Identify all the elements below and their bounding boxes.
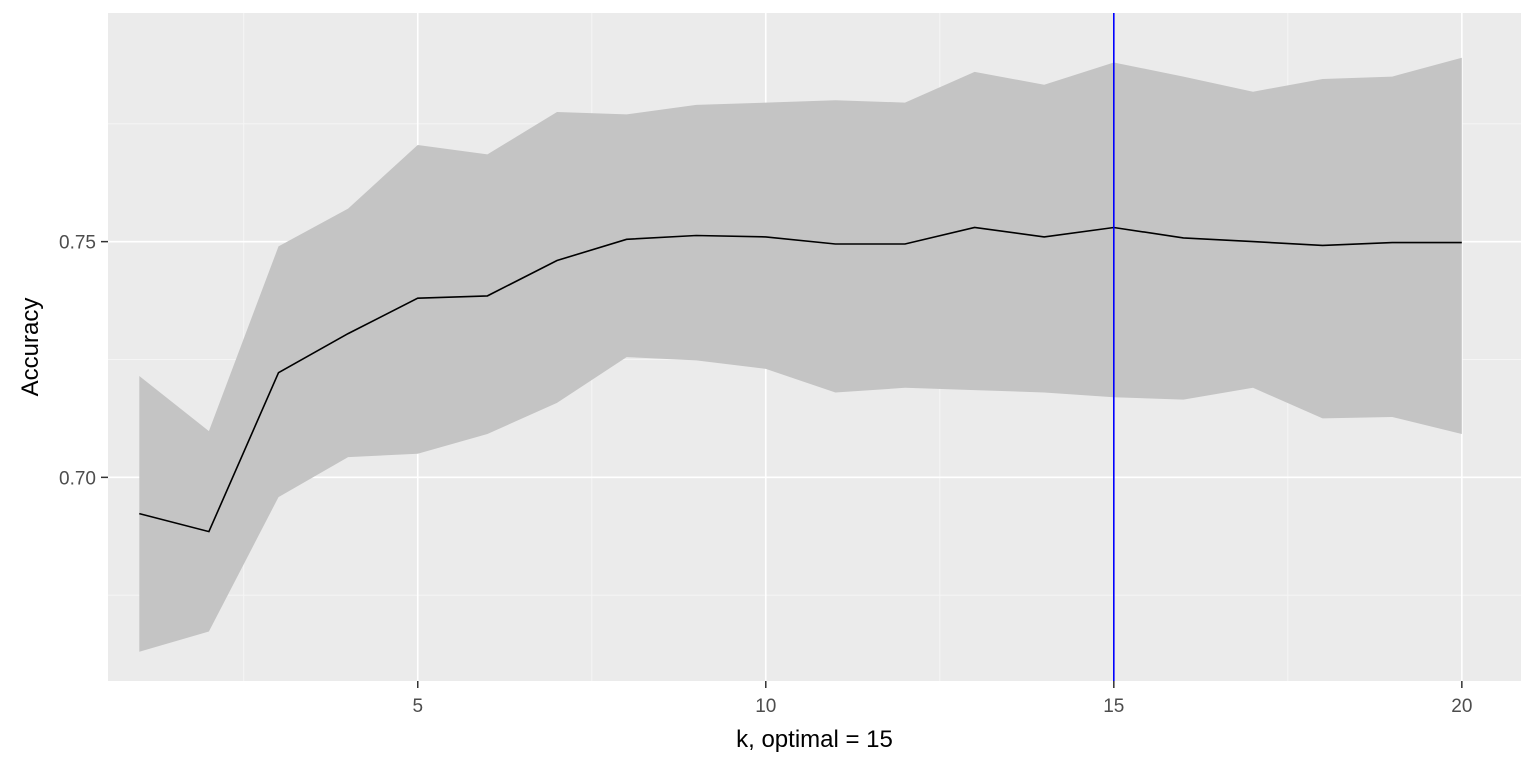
x-tick-label: 15 [1103, 696, 1124, 717]
y-axis-ticks: 0.70 0.75 [59, 233, 108, 489]
y-tick-label: 0.75 [59, 233, 96, 254]
y-tick-label: 0.70 [59, 468, 96, 489]
accuracy-line [139, 226, 1462, 533]
x-tick-label: 20 [1451, 696, 1472, 717]
x-axis-ticks: 5 10 15 20 [412, 681, 1472, 717]
x-tick-label: 5 [412, 696, 423, 717]
y-axis-title: Accuracy [17, 298, 44, 397]
x-axis-title: k, optimal = 15 [736, 726, 893, 753]
confidence-ribbon [139, 57, 1462, 652]
x-tick-label: 10 [755, 696, 776, 717]
